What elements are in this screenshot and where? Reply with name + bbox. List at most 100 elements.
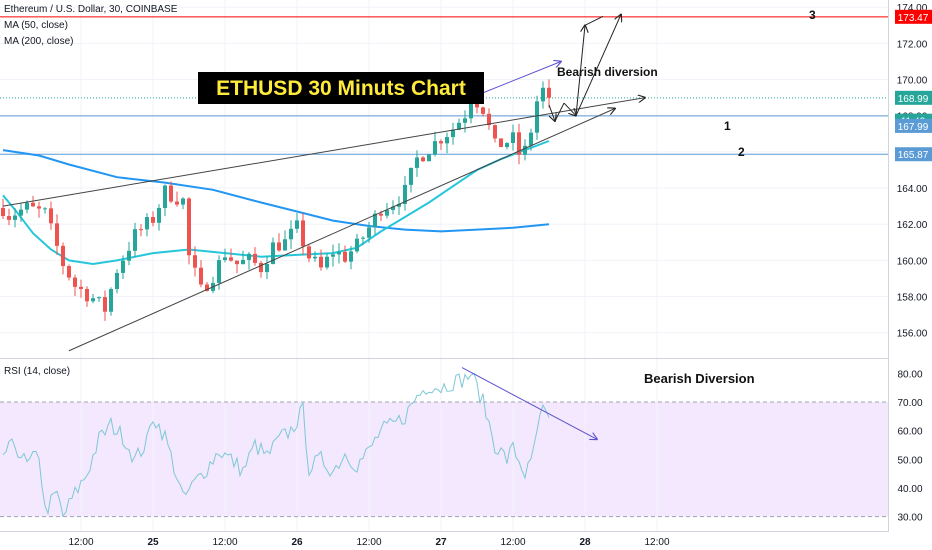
candle-body [355,238,359,252]
rsi-tick-label: 70.00 [897,398,922,409]
candle-body [289,228,293,240]
candle-body [31,202,35,207]
wave-projection[interactable] [548,14,621,122]
candle-body [121,260,125,273]
price-annotations: Bearish diversion 1 2 3 [557,8,816,159]
candle-body [97,297,101,299]
legend-symbol[interactable]: Ethereum / U.S. Dollar, 30, COINBASE [4,4,178,15]
candle-body [253,253,257,263]
rsi-tick-label: 40.00 [897,484,922,495]
candle-body [457,122,461,130]
candle-body [427,154,431,162]
price-label-bg [895,9,932,24]
headline-text: ETHUSD 30 Minuts Chart [216,77,466,100]
rsi-axis[interactable]: 80.00 70.00 60.00 50.00 40.00 30.00 [897,369,922,523]
candle-body [271,242,275,265]
candle-body [367,227,371,238]
time-axis[interactable]: 12:00 25 12:00 26 12:00 27 12:00 28 12:00 [68,537,669,548]
candle-body [541,87,545,102]
wave-segment [548,104,555,121]
wave-segment [584,15,604,26]
candle-body [1,207,5,217]
candle-body [283,239,287,251]
price-tick-label: 164.00 [897,184,928,195]
rsi-tick-label: 30.00 [897,513,922,524]
headline-box: ETHUSD 30 Minuts Chart [198,72,484,104]
candle-body [469,99,473,119]
candle-body [7,216,11,220]
candle-body [463,118,467,123]
trendlines[interactable] [2,61,645,352]
price-label-blue: 167.99 [898,122,929,133]
price-label-bg [895,147,932,162]
candle-body [133,229,137,251]
candle-body [235,260,239,265]
rsi-pane[interactable]: RSI (14, close) Bearish Diversion [0,359,888,531]
candle-body [331,254,335,257]
candle-body [373,213,377,228]
wave-segment [575,25,585,116]
legend-ma50[interactable]: MA (50, close) [4,20,68,31]
rsi-divergence-arrow[interactable] [461,367,597,440]
rsi-grid [0,359,888,531]
candle-body [535,101,539,133]
candle-body [325,256,329,268]
time-tick-label: 28 [579,537,591,548]
candle-body [205,284,209,291]
wave-label-2: 2 [738,145,745,159]
candle-body [343,251,347,262]
price-tick-label: 174.00 [897,3,928,14]
candle-body [19,209,23,216]
time-tick-label: 12:00 [500,537,525,548]
legend-rsi[interactable]: RSI (14, close) [4,366,70,377]
trendline [470,61,561,99]
wave-segment [563,102,576,116]
candle-body [529,132,533,146]
price-label-blue: 165.87 [898,150,929,161]
candle-body [445,137,449,144]
trendline [2,98,645,207]
candle-body [409,167,413,185]
price-axis[interactable]: 174.00172.00170.00168.00166.00164.00162.… [895,3,932,340]
ma200-line [2,149,550,233]
candle-body [193,255,197,268]
ma200-path [2,149,550,233]
candle-body [319,256,323,268]
candle-body [517,132,521,155]
candle-body [511,132,515,144]
candle-body [505,143,509,148]
price-label-price: 168.99 [898,94,929,105]
candle-body [421,157,425,162]
price-pane[interactable]: Bearish diversion 1 2 3 ETHUSD 30 Minuts… [0,0,888,358]
wave-segment [575,14,621,116]
time-tick-label: 25 [147,537,159,548]
candle-body [523,145,527,155]
candle-body [391,206,395,211]
price-label-red: 173.47 [898,13,929,24]
candles [1,79,551,321]
price-tick-label: 172.00 [897,39,928,50]
legend-ma200[interactable]: MA (200, close) [4,36,73,47]
price-tick-label: 160.00 [897,256,928,267]
wave-segment [554,102,565,122]
price-tick-label: 170.00 [897,76,928,87]
rsi-tick-label: 80.00 [897,369,922,380]
candle-body [301,220,305,247]
candle-body [265,264,269,273]
annotation-bearish-price: Bearish diversion [557,65,658,79]
candle-body [103,297,107,312]
legend: Ethereum / U.S. Dollar, 30, COINBASE MA … [4,4,178,47]
candle-body [25,202,29,210]
candle-body [217,260,221,283]
candle-body [181,198,185,205]
time-tick-label: 12:00 [68,537,93,548]
price-tick-label: 158.00 [897,293,928,304]
candle-body [415,157,419,168]
candle-body [361,237,365,239]
candle-body [115,272,119,290]
annotation-bearish-rsi: Bearish Diversion [644,371,755,386]
candle-body [139,229,143,231]
candle-body [487,113,491,126]
trendline [68,108,615,352]
